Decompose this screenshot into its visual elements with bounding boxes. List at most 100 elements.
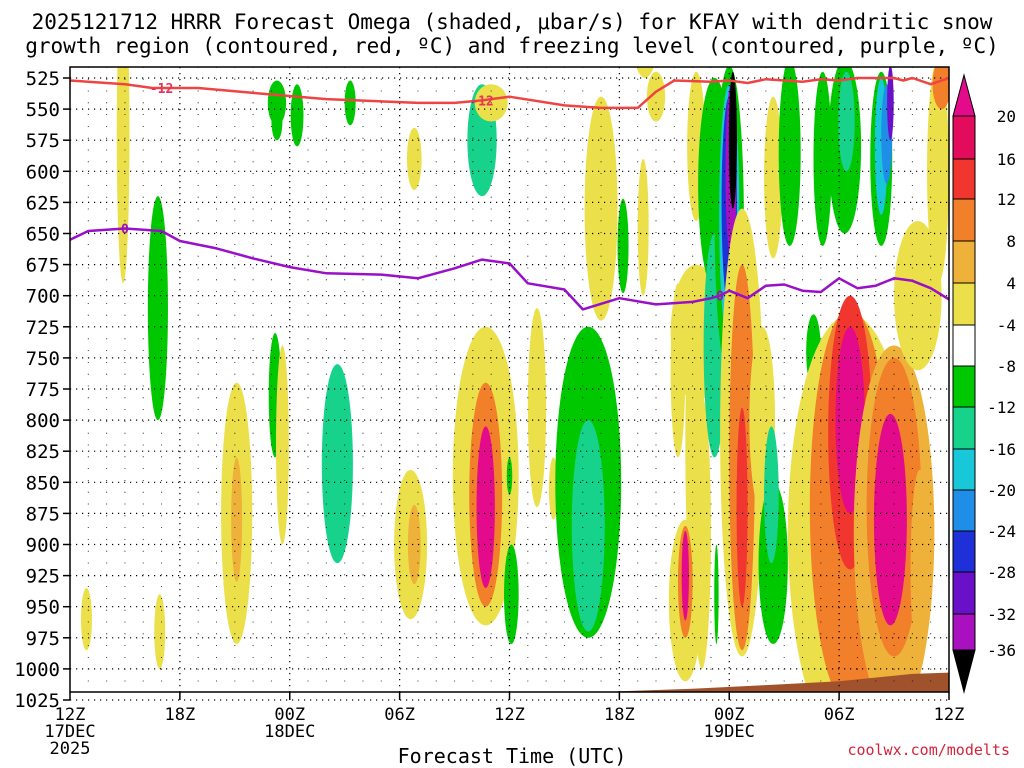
colorbar-band-1 <box>952 158 976 200</box>
omega-region-5 <box>231 457 243 582</box>
omega-region-30 <box>636 67 654 78</box>
omega-region-60 <box>838 71 855 172</box>
colorbar-label: 16 <box>997 150 1016 169</box>
dgz-contour-label: -12 <box>470 94 493 109</box>
colorbar-label: -20 <box>987 481 1016 500</box>
omega-region-13 <box>406 127 422 190</box>
pressure-axis: 525 550 575 600 625 650 675 700 725 750 775 800 825 8… <box>14 68 70 712</box>
colorbar-label: -16 <box>987 440 1016 459</box>
colorbar-label: -32 <box>987 605 1016 624</box>
colorbar-label: -36 <box>987 641 1016 660</box>
x-tick-label: 12Z <box>934 705 965 725</box>
omega-region-31 <box>646 71 666 122</box>
x-tick-label: 06Z <box>824 705 855 725</box>
colorbar-band-11 <box>952 571 976 615</box>
colorbar-label: 8 <box>1006 232 1016 251</box>
omega-region-3 <box>147 196 168 421</box>
x-tick-date-label: 18DEC <box>264 722 315 742</box>
omega-colorbar: 20 16 12 8 4 -4 -8 -12 -16 -20 -24 -28 -32 -36 <box>952 73 1016 694</box>
x-tick-label: 18Z <box>604 705 635 725</box>
omega-region-1 <box>80 588 92 651</box>
y-tick-label: 850 <box>26 472 60 494</box>
colorbar-label: 20 <box>997 107 1016 126</box>
y-tick-label: 925 <box>26 566 60 588</box>
freezing-contour-label: 0 <box>716 290 724 305</box>
contour-lines <box>70 76 949 311</box>
omega-region-68 <box>887 67 894 141</box>
omega-region-73 <box>910 469 929 669</box>
y-tick-label: 950 <box>26 597 60 619</box>
x-tick-label: 00Z <box>714 705 745 725</box>
colorbar-band-4 <box>952 282 976 326</box>
colorbar-band-10 <box>952 530 976 573</box>
colorbar-band-0 <box>952 115 976 160</box>
y-tick-label: 575 <box>26 130 60 152</box>
contour-labels: -12 -12 0 0 <box>121 82 724 305</box>
omega-region-42 <box>714 544 719 645</box>
colorbar-label: -4 <box>997 316 1016 335</box>
y-tick-label: 725 <box>26 317 60 339</box>
omega-region-26 <box>571 420 605 632</box>
chart-title-line-1: 2025121712 HRRR Forecast Omega (shaded, … <box>31 10 993 34</box>
colorbar-band-2 <box>952 198 976 242</box>
y-tick-label: 825 <box>26 441 60 463</box>
freezing-contour-label: 0 <box>121 223 129 238</box>
colorbar-band-5 <box>952 324 976 367</box>
x-tick-label: 00Z <box>274 705 305 725</box>
colorbar-label: -24 <box>987 522 1016 541</box>
omega-region-72 <box>894 221 942 371</box>
colorbar-band-7 <box>952 406 976 450</box>
ground-terrain <box>70 672 949 692</box>
freezing-level-contour <box>70 227 949 311</box>
omega-region-23 <box>527 308 547 508</box>
x-tick-label: 12Z <box>494 705 525 725</box>
colorbar-label: -8 <box>997 357 1016 376</box>
omega-region-12 <box>344 80 356 126</box>
colorbar-band-3 <box>952 240 976 284</box>
y-tick-label: 800 <box>26 410 60 432</box>
colorbar-high-arrow <box>952 73 976 117</box>
omega-region-55 <box>778 67 801 246</box>
colorbar-band-8 <box>952 448 976 491</box>
y-tick-label: 975 <box>26 628 60 650</box>
x-tick-label: 18Z <box>165 705 196 725</box>
grid-lines <box>70 67 949 701</box>
y-tick-label: 1025 <box>14 690 60 712</box>
omega-region-28 <box>617 198 629 294</box>
omega-region-38 <box>681 530 689 621</box>
x-tick-date-label: 17DEC <box>44 722 95 742</box>
omega-region-53 <box>764 426 779 564</box>
omega-region-47 <box>728 71 737 209</box>
y-tick-label: 750 <box>26 348 60 370</box>
chart-title-line-2: growth region (contoured, red, ºC) and f… <box>25 34 999 58</box>
x-tick-date-label: 19DEC <box>704 722 755 742</box>
dgz-contour-label: -12 <box>150 82 173 97</box>
y-tick-label: 700 <box>26 286 60 308</box>
ground-surface <box>70 672 949 692</box>
y-tick-label: 525 <box>26 68 60 90</box>
omega-region-9 <box>276 345 289 545</box>
omega-region-75 <box>932 67 949 110</box>
source-credit: coolwx.com/modelts <box>847 741 1010 759</box>
omega-region-20 <box>476 426 495 589</box>
omega-region-29 <box>637 158 649 296</box>
omega-shaded-field <box>80 67 949 692</box>
omega-region-2 <box>154 594 166 669</box>
y-tick-label: 625 <box>26 192 60 214</box>
omega-region-0 <box>116 67 130 284</box>
omega-region-21 <box>504 544 519 645</box>
x-tick-label: 12Z <box>55 705 86 725</box>
y-tick-label: 600 <box>26 161 60 183</box>
omega-region-58 <box>813 71 832 246</box>
omega-region-71 <box>873 413 907 626</box>
colorbar-label: 12 <box>997 190 1016 209</box>
x-tick-label: 06Z <box>384 705 415 725</box>
y-tick-label: 875 <box>26 503 60 525</box>
colorbar-label: -12 <box>987 398 1016 417</box>
omega-region-50 <box>736 407 748 607</box>
colorbar-band-9 <box>952 489 976 532</box>
y-tick-label: 675 <box>26 255 60 277</box>
y-tick-label: 900 <box>26 535 60 557</box>
